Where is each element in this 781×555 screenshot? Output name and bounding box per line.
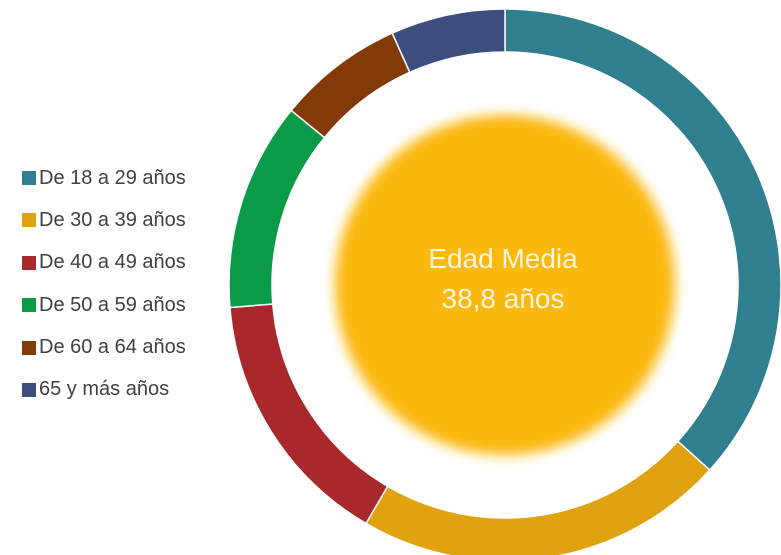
legend-item: 65 y más años: [22, 376, 186, 404]
donut-slices: [228, 8, 781, 555]
center-label-line1: Edad Media: [428, 243, 578, 274]
donut-slice-6: [391, 8, 506, 74]
donut-slice-4: [228, 109, 326, 309]
legend-label: De 18 a 29 años: [39, 166, 186, 189]
donut-slice-5: [290, 32, 411, 139]
legend-label: De 30 a 39 años: [39, 208, 186, 231]
legend-swatch: [22, 340, 36, 355]
center-circle: [335, 115, 675, 455]
legend-swatch: [22, 298, 36, 313]
legend-item: De 60 a 64 años: [22, 334, 186, 362]
legend-label: De 60 a 64 años: [39, 336, 186, 359]
legend-item: De 50 a 59 años: [22, 291, 186, 319]
legend-label: De 40 a 49 años: [39, 251, 186, 274]
donut-slice-2: [364, 440, 711, 555]
legend-item: De 18 a 29 años: [22, 164, 186, 192]
legend-swatch: [22, 213, 36, 228]
center-label-line2: 38,8 años: [442, 283, 565, 314]
legend-item: De 40 a 49 años: [22, 249, 186, 277]
legend-swatch: [22, 171, 36, 185]
legend-label: 65 y más años: [39, 378, 170, 401]
chart-legend: De 18 a 29 años De 30 a 39 años De 40 a 49…: [22, 164, 186, 418]
legend-item: De 30 a 39 años: [22, 206, 186, 234]
legend-swatch: [22, 382, 36, 397]
legend-swatch: [22, 255, 36, 270]
legend-label: De 50 a 59 años: [39, 293, 186, 316]
